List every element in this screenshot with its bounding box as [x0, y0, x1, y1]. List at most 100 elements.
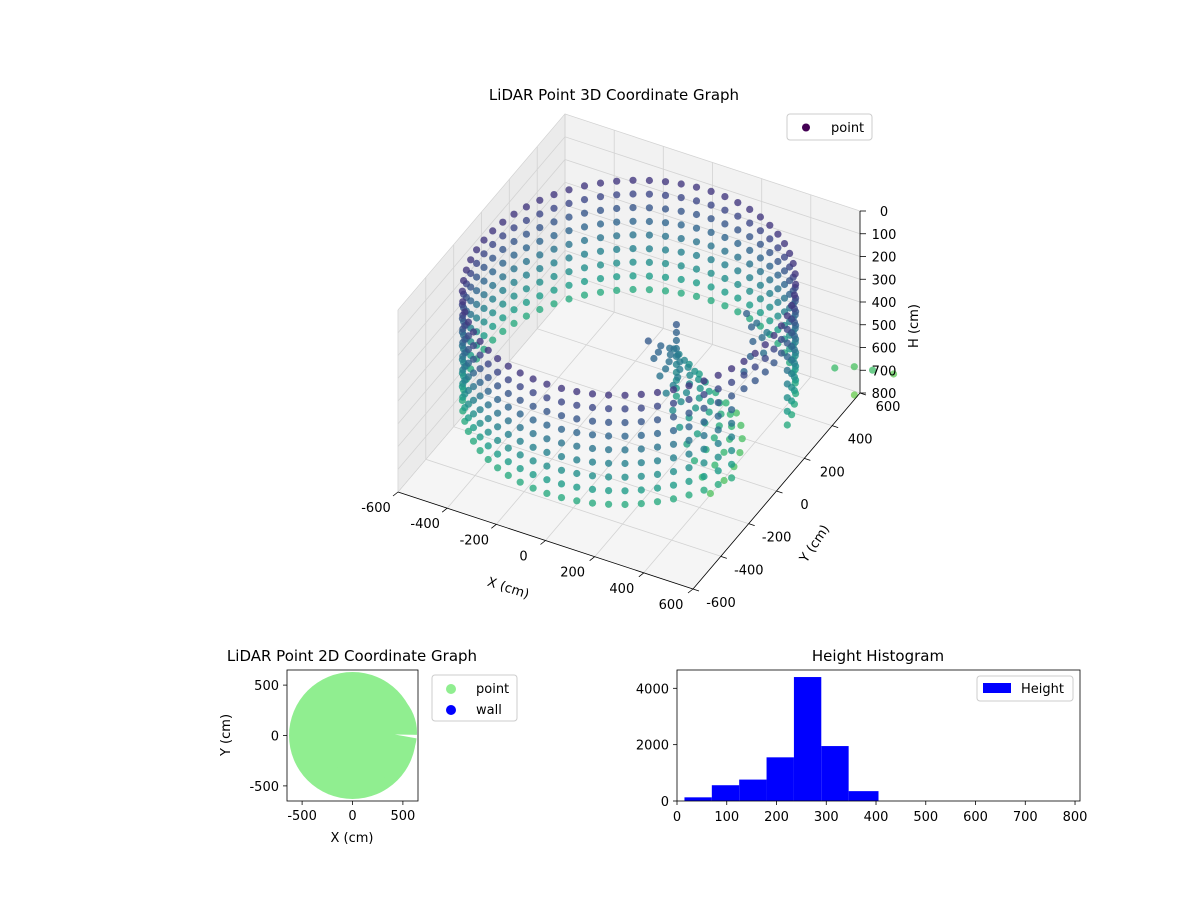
- chart-3d-point: [565, 213, 573, 221]
- chart-3d-point: [661, 178, 670, 186]
- chart-3d-point: [504, 403, 512, 411]
- histogram-x-tick-label: 300: [814, 810, 839, 825]
- chart-3d-point: [510, 306, 518, 314]
- chart-3d-point: [484, 401, 492, 409]
- chart-3d-point: [529, 443, 537, 451]
- chart-3d-point: [645, 245, 654, 253]
- chart-3d-point: [686, 371, 694, 379]
- chart-3d-point: [637, 445, 645, 453]
- chart-2d-y-tick-label: 500: [254, 679, 279, 694]
- chart-3d-point: [484, 374, 492, 382]
- chart-3d-point: [783, 325, 791, 333]
- chart-3d-point: [692, 183, 701, 191]
- chart-3d-point: [850, 363, 858, 371]
- histogram-x-tick-label: 800: [1063, 810, 1088, 825]
- histogram-title: Height Histogram: [812, 647, 944, 665]
- chart-3d-point: [494, 382, 502, 390]
- chart-3d-point: [543, 435, 551, 443]
- histogram-plot: 0 100 200 300 400 500 600 700 800 0 2000 4000: [636, 669, 1088, 825]
- chart-3d-point: [653, 457, 662, 465]
- chart-3d-point: [536, 237, 544, 245]
- chart-3d-point: [588, 499, 597, 507]
- chart-3d-point: [684, 363, 692, 371]
- chart-3d-point: [669, 495, 678, 503]
- chart-3d-point: [783, 407, 791, 415]
- chart-3d-point: [494, 464, 502, 472]
- chart-3d-point: [746, 246, 754, 254]
- chart-3d-point: [550, 300, 558, 308]
- chart-3d-point: [476, 365, 484, 373]
- chart-3d-point: [613, 218, 621, 226]
- chart-3d-point: [494, 423, 502, 431]
- chart-3d-point: [605, 459, 613, 467]
- chart-3d-point: [700, 459, 708, 467]
- chart-3d-point: [722, 399, 730, 407]
- chart-3d-point: [605, 500, 613, 508]
- chart-3d-point: [629, 204, 637, 212]
- chart-3d-point: [565, 254, 573, 262]
- chart-3d-point: [543, 421, 551, 429]
- chart-3d-point: [510, 319, 518, 327]
- chart-3d-y-tick-label: -600: [706, 596, 736, 611]
- chart-3d-point: [692, 404, 700, 412]
- chart-3d-point: [714, 399, 722, 407]
- chart-3d-point: [645, 286, 654, 294]
- chart-3d-point: [489, 322, 497, 330]
- chart-3d-point: [756, 309, 765, 317]
- chart-3d-point: [656, 372, 664, 380]
- chart-3d-point: [672, 344, 681, 353]
- chart-3d-point: [707, 283, 715, 291]
- chart-3d-point: [469, 396, 478, 404]
- chart-3d-point: [677, 262, 685, 270]
- chart-2d-y-tick-label: 0: [271, 730, 279, 745]
- chart-3d-point: [536, 196, 544, 204]
- chart-3d-point: [714, 412, 722, 420]
- chart-3d-point: [573, 415, 581, 423]
- chart-3d-point: [661, 260, 670, 268]
- chart-3d-point: [543, 394, 551, 402]
- chart-3d-point: [588, 444, 597, 453]
- histogram-y-tick-label: 0: [661, 795, 669, 810]
- chart-3d-point: [637, 390, 645, 398]
- chart-3d-point: [783, 339, 791, 347]
- chart-3d-point: [756, 281, 765, 289]
- chart-3d-point: [720, 448, 728, 456]
- chart-3d-xlabel: X (cm): [485, 575, 531, 603]
- chart-3d-point: [550, 218, 558, 226]
- chart-3d-point: [770, 345, 778, 353]
- chart-3d-point: [499, 245, 507, 254]
- chart-3d-point: [473, 259, 481, 267]
- chart-3d-point: [645, 176, 654, 185]
- chart-3d-y-tick-label: 600: [876, 400, 901, 415]
- chart-3d-y-tick-label: 0: [800, 498, 808, 513]
- chart-3d-point: [783, 380, 791, 388]
- histogram-y-tick-label: 2000: [636, 739, 669, 754]
- chart-3d-point: [653, 429, 662, 438]
- chart-3d-point: [728, 378, 736, 386]
- chart-3d-point: [565, 186, 573, 194]
- chart-3d-point: [766, 303, 774, 311]
- chart-3d-point: [469, 437, 478, 445]
- chart-3d-point: [677, 180, 685, 188]
- chart-2d-legend-label-point: point: [476, 682, 509, 697]
- chart-3d-z-tick-label: 800: [872, 387, 897, 402]
- chart-3d-point: [550, 245, 558, 253]
- chart-3d-point: [786, 249, 794, 257]
- chart-3d-point: [529, 402, 537, 410]
- chart-3d-point: [728, 474, 736, 482]
- chart-3d-point: [522, 257, 531, 266]
- chart-3d-point: [529, 389, 537, 397]
- chart-3d-point: [499, 286, 507, 295]
- chart-3d-point: [480, 291, 488, 299]
- chart-3d-point: [721, 288, 729, 296]
- histogram-legend-label: Height: [1021, 682, 1064, 697]
- chart-3d-z-tick-label: 100: [872, 228, 897, 243]
- chart-3d-point: [494, 409, 502, 417]
- chart-3d-point: [596, 288, 605, 296]
- chart-3d-x-tick-label: -200: [460, 533, 490, 548]
- chart-3d-point: [476, 433, 484, 441]
- chart-3d-point: [605, 487, 613, 495]
- chart-3d-point: [522, 216, 531, 225]
- chart-3d-point: [613, 191, 621, 199]
- chart-3d-point: [734, 294, 742, 302]
